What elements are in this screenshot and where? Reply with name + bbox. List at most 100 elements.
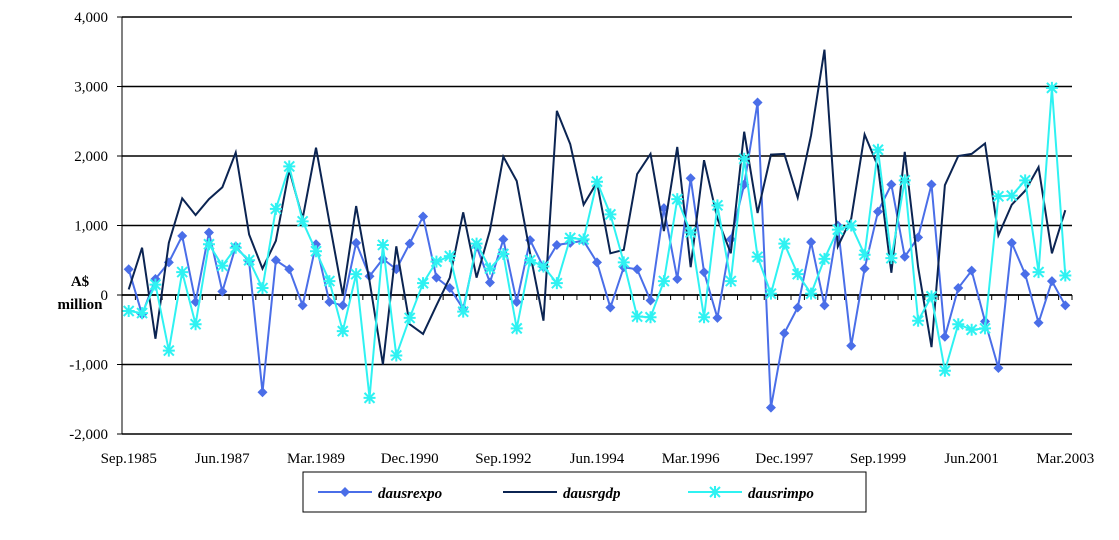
data-point xyxy=(202,238,215,251)
data-point xyxy=(952,318,965,331)
data-point xyxy=(136,307,149,320)
data-point xyxy=(256,282,269,295)
data-point xyxy=(296,215,309,228)
data-point xyxy=(283,160,296,173)
y-tick-label: 0 xyxy=(101,288,109,304)
data-point xyxy=(845,219,858,232)
data-point xyxy=(203,227,214,238)
x-tick-label: Dec.1990 xyxy=(381,451,439,467)
data-point xyxy=(872,206,883,217)
x-tick-label: Jun.1994 xyxy=(570,451,625,467)
data-point xyxy=(363,391,376,404)
data-point xyxy=(1033,317,1044,328)
data-point xyxy=(297,300,308,311)
data-point xyxy=(216,259,229,272)
data-point xyxy=(269,202,282,215)
data-point xyxy=(791,268,804,281)
data-point xyxy=(123,264,134,275)
data-point xyxy=(953,283,964,294)
x-tick-label: Sep.1992 xyxy=(475,451,531,467)
data-point xyxy=(431,272,442,283)
data-point xyxy=(657,275,670,288)
data-point xyxy=(939,331,950,342)
data-point xyxy=(993,362,1004,373)
data-point xyxy=(537,260,550,273)
data-point xyxy=(430,255,443,268)
x-tick-label: Jun.2001 xyxy=(944,451,999,467)
legend-label: dausrgdp xyxy=(563,486,621,502)
data-point xyxy=(497,247,510,260)
data-point xyxy=(885,252,898,265)
data-point xyxy=(765,402,776,413)
data-point xyxy=(712,312,723,323)
data-point xyxy=(645,295,656,306)
data-point xyxy=(926,179,937,190)
data-point xyxy=(684,226,697,239)
data-point xyxy=(444,283,455,294)
y-tick-label: 4,000 xyxy=(74,10,108,26)
data-point xyxy=(1045,81,1058,94)
data-point xyxy=(1059,269,1072,282)
data-point xyxy=(149,278,162,291)
data-point xyxy=(470,237,483,250)
y-axis-label: million xyxy=(57,297,103,313)
data-point xyxy=(992,190,1005,203)
data-point xyxy=(404,238,415,249)
data-point xyxy=(270,255,281,266)
data-point xyxy=(577,233,590,246)
legend-marker xyxy=(340,487,350,497)
data-point xyxy=(818,252,831,265)
data-point xyxy=(324,296,335,307)
data-point xyxy=(323,275,336,288)
data-point xyxy=(925,290,938,303)
y-axis-label: A$ xyxy=(71,274,90,290)
legend-label: dausrexpo xyxy=(378,486,442,502)
data-point xyxy=(644,311,657,324)
data-point xyxy=(551,239,562,250)
data-point xyxy=(243,254,256,267)
data-point xyxy=(672,274,683,285)
data-point xyxy=(846,340,857,351)
data-point xyxy=(498,234,509,245)
data-point xyxy=(257,387,268,398)
data-point xyxy=(738,152,751,165)
data-point xyxy=(1006,237,1017,248)
legend xyxy=(302,471,867,513)
data-point xyxy=(752,97,763,108)
legend-marker xyxy=(709,486,721,498)
data-point xyxy=(604,208,617,221)
data-point xyxy=(418,211,429,222)
data-point xyxy=(592,257,602,268)
x-tick-label: Mar.2003 xyxy=(1036,451,1094,467)
data-point xyxy=(1032,266,1045,279)
data-point xyxy=(484,277,495,288)
data-point xyxy=(899,251,910,262)
data-point xyxy=(858,248,871,261)
data-point xyxy=(711,199,724,212)
data-point xyxy=(751,250,764,263)
data-point xyxy=(550,277,563,290)
data-point xyxy=(284,264,295,275)
data-point xyxy=(671,193,684,206)
series-line xyxy=(128,87,1067,398)
data-point xyxy=(979,322,992,335)
data-point xyxy=(483,262,496,275)
data-point xyxy=(898,174,911,187)
data-point xyxy=(189,318,202,331)
data-point xyxy=(617,256,630,269)
data-point xyxy=(912,314,925,327)
legend-label: dausrimpo xyxy=(748,486,814,502)
data-point xyxy=(806,237,817,248)
data-point xyxy=(1046,276,1057,287)
data-point xyxy=(336,325,349,338)
data-point xyxy=(792,302,803,313)
data-point xyxy=(631,310,644,323)
data-point xyxy=(779,328,790,339)
data-point xyxy=(351,237,362,248)
data-point xyxy=(390,349,403,362)
x-tick-label: Mar.1996 xyxy=(662,451,720,467)
data-point xyxy=(564,232,577,245)
data-point xyxy=(162,344,175,357)
x-tick-label: Sep.1999 xyxy=(850,451,906,467)
